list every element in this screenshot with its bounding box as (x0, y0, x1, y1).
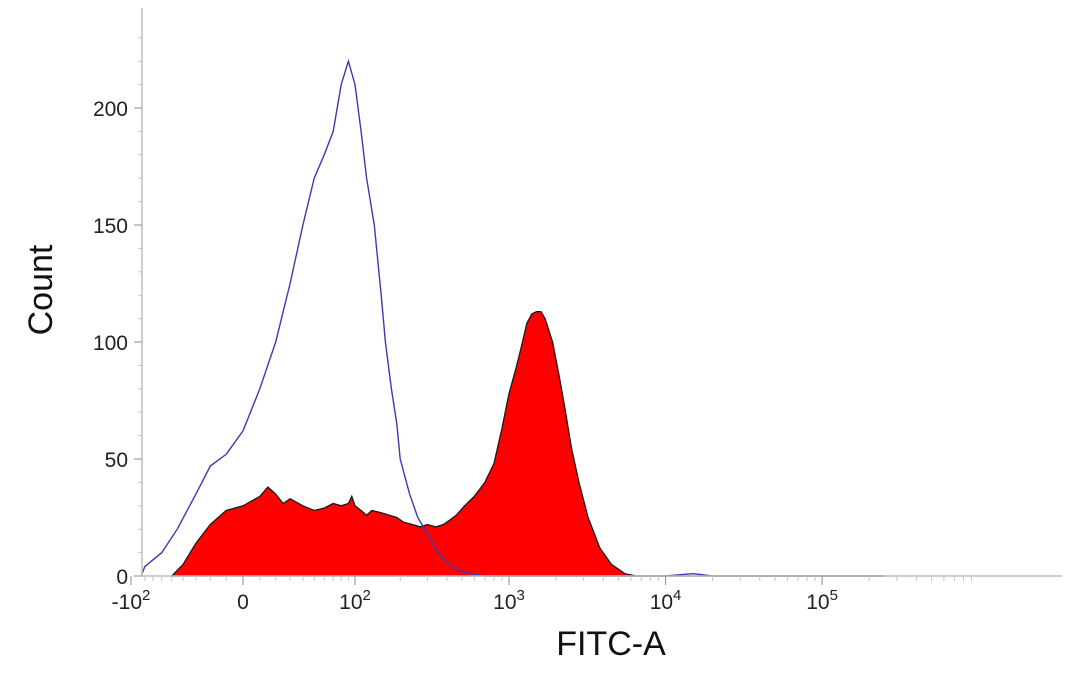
y-tick-label: 200 (93, 98, 128, 121)
y-tick-label: 50 (105, 449, 128, 472)
x-tick-label: -102 (112, 587, 151, 614)
y-axis-title: Count (22, 244, 60, 335)
x-axis-title: FITC-A (556, 625, 666, 663)
outline-histogram (141, 58, 885, 577)
x-tick-label: 104 (650, 587, 682, 614)
x-tick-label: 103 (493, 587, 525, 614)
y-tick-label: 0 (116, 566, 128, 589)
x-tick-label: 105 (806, 587, 838, 614)
x-tick-label: 0 (237, 591, 249, 614)
y-tick-label: 150 (93, 215, 128, 238)
x-tick-label: 102 (339, 587, 371, 614)
filled-histogram (170, 310, 885, 577)
y-tick-label: 100 (93, 332, 128, 355)
